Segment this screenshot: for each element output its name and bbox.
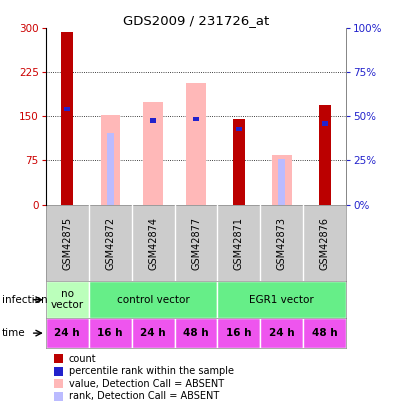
Text: GSM42872: GSM42872 (105, 216, 115, 270)
Bar (319, 104, 331, 205)
Text: value, Detection Call = ABSENT: value, Detection Call = ABSENT (68, 379, 224, 389)
Bar (107, 133, 113, 205)
Text: EGR1 vector: EGR1 vector (250, 295, 314, 305)
Bar (61, 32, 73, 205)
Text: count: count (68, 354, 96, 364)
Text: rank, Detection Call = ABSENT: rank, Detection Call = ABSENT (68, 392, 219, 401)
Text: time: time (2, 328, 25, 338)
Text: 16 h: 16 h (226, 328, 252, 338)
Bar (46, 318, 89, 348)
Bar (46, 281, 89, 318)
Bar (303, 318, 346, 348)
Text: 16 h: 16 h (98, 328, 123, 338)
Text: GSM42876: GSM42876 (320, 217, 330, 269)
Bar (233, 119, 245, 205)
Bar (64, 107, 70, 111)
Bar (217, 281, 346, 318)
Bar (186, 83, 206, 205)
Text: infection: infection (2, 295, 48, 305)
Text: GSM42877: GSM42877 (191, 216, 201, 270)
Bar (101, 115, 120, 205)
Bar (272, 155, 291, 205)
Bar (175, 318, 217, 348)
Bar (89, 318, 132, 348)
Text: 24 h: 24 h (269, 328, 295, 338)
Bar (260, 318, 303, 348)
Text: 48 h: 48 h (183, 328, 209, 338)
Text: GSM42874: GSM42874 (148, 217, 158, 269)
Bar (322, 122, 328, 126)
Title: GDS2009 / 231726_at: GDS2009 / 231726_at (123, 14, 269, 27)
Bar (279, 159, 285, 205)
Bar (89, 281, 217, 318)
Text: GSM42873: GSM42873 (277, 217, 287, 269)
Bar (193, 117, 199, 121)
Text: percentile rank within the sample: percentile rank within the sample (68, 366, 234, 376)
Bar (150, 119, 156, 123)
Text: GSM42875: GSM42875 (62, 216, 72, 270)
Bar (143, 102, 163, 205)
Text: control vector: control vector (117, 295, 189, 305)
Text: GSM42871: GSM42871 (234, 217, 244, 269)
Bar (217, 318, 260, 348)
Bar (236, 127, 242, 131)
Text: 48 h: 48 h (312, 328, 338, 338)
Text: 24 h: 24 h (140, 328, 166, 338)
Bar (132, 318, 175, 348)
Text: no
vector: no vector (51, 289, 84, 311)
Text: 24 h: 24 h (55, 328, 80, 338)
